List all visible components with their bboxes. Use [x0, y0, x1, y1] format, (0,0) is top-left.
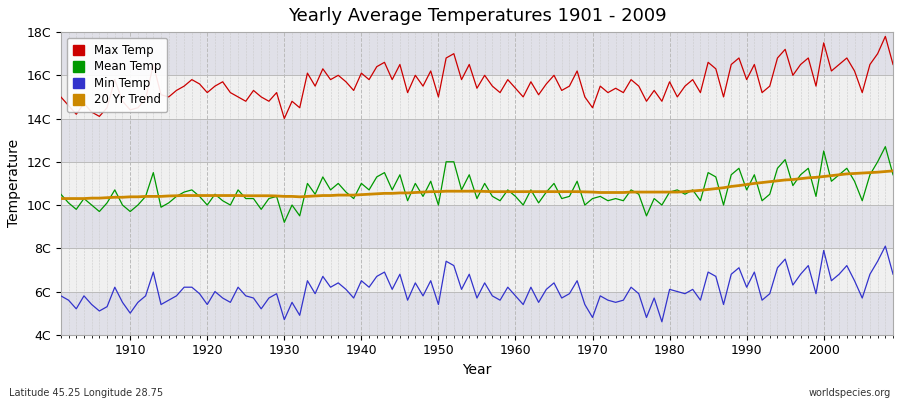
- Bar: [61, 205, 893, 248]
- Bar: [61, 248, 893, 292]
- Bar: [61, 292, 893, 335]
- X-axis label: Year: Year: [463, 363, 491, 377]
- Title: Yearly Average Temperatures 1901 - 2009: Yearly Average Temperatures 1901 - 2009: [288, 7, 666, 25]
- Bar: [61, 32, 893, 75]
- Bar: [61, 162, 893, 205]
- Bar: [61, 75, 893, 118]
- Text: Latitude 45.25 Longitude 28.75: Latitude 45.25 Longitude 28.75: [9, 388, 163, 398]
- Y-axis label: Temperature: Temperature: [7, 139, 21, 228]
- Legend: Max Temp, Mean Temp, Min Temp, 20 Yr Trend: Max Temp, Mean Temp, Min Temp, 20 Yr Tre…: [67, 38, 167, 112]
- Bar: [61, 118, 893, 162]
- Text: worldspecies.org: worldspecies.org: [809, 388, 891, 398]
